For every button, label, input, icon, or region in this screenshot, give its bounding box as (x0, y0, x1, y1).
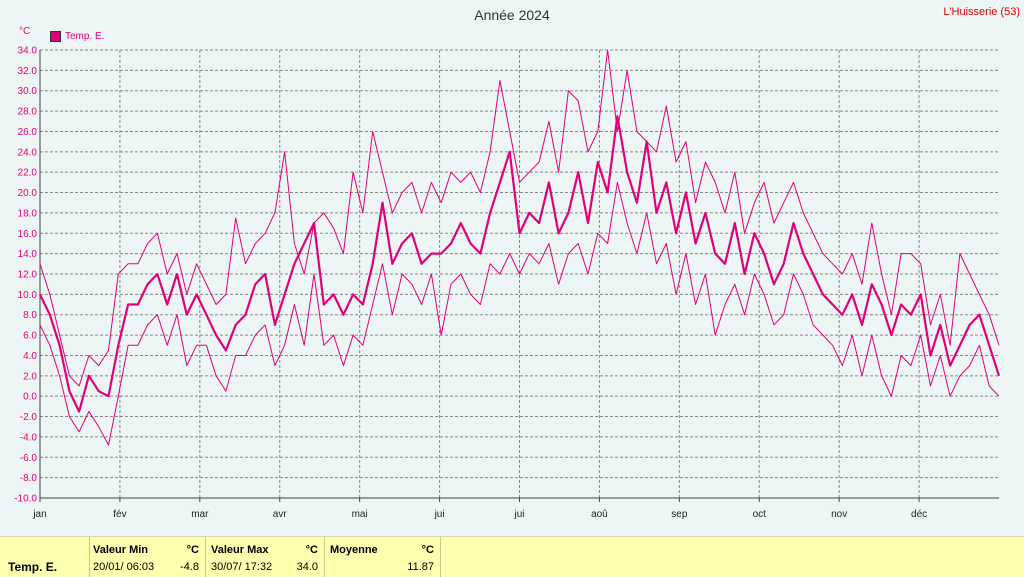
station-name: L'Huisserie (53) (943, 6, 1020, 18)
y-tick-label: 2.0 (23, 371, 37, 382)
x-tick-label: déc (911, 509, 927, 520)
x-tick-label: avr (273, 509, 288, 520)
stats-max-unit: °C (305, 544, 318, 556)
legend-swatch (50, 31, 61, 42)
temperature-chart: -10.0 -8.0 -6.0 -4.0 -2.0 0.0 2.0 4.0 6.0 8.0 10.0… (14, 46, 1001, 520)
stats-min-cell: Valeur Min °C 20/01/ 06:03 -4.8 (90, 537, 206, 577)
y-axis-ticks: -10.0 -8.0 -6.0 -4.0 -2.0 0.0 2.0 4.0 6.0 8.0 10.0… (14, 46, 37, 505)
chart-axes (39, 50, 999, 502)
x-tick-label: sep (671, 509, 688, 520)
y-tick-label: 6.0 (23, 331, 37, 342)
stats-mean-header: Moyenne (330, 544, 378, 556)
y-tick-label: 24.0 (18, 147, 38, 158)
y-tick-label: -2.0 (20, 412, 38, 423)
legend-label: Temp. E. (65, 31, 105, 42)
y-tick-label: 16.0 (18, 229, 38, 240)
x-tick-label: jan (32, 509, 46, 520)
y-tick-label: -8.0 (20, 473, 38, 484)
y-tick-label: 32.0 (18, 66, 38, 77)
y-tick-label: 8.0 (23, 310, 37, 321)
stats-series-cell: Temp. E. (0, 537, 90, 577)
chart-legend: Temp. E. (50, 31, 104, 42)
y-tick-label: 4.0 (23, 351, 37, 362)
y-tick-label: 18.0 (18, 208, 38, 219)
series-mean-line (39, 115, 1001, 413)
stats-max-value: 34.0 (296, 561, 318, 573)
stats-min-unit: °C (186, 544, 199, 556)
y-tick-label: 34.0 (18, 46, 38, 57)
stats-mean-cell: Moyenne °C 11.87 (325, 537, 441, 577)
y-tick-label: -10.0 (14, 494, 37, 505)
series-lines (39, 49, 1001, 446)
x-tick-label: aoû (591, 509, 608, 520)
stats-max-cell: Valeur Max °C 30/07/ 17:32 34.0 (206, 537, 325, 577)
y-tick-label: 22.0 (18, 168, 38, 179)
x-axis-ticks: jan fév mar avr mai jui jui aoû sep oct nov déc (32, 509, 927, 520)
x-tick-label: mar (191, 509, 209, 520)
y-tick-label: -6.0 (20, 453, 38, 464)
chart-title: Année 2024 (474, 7, 550, 23)
series-min-line (39, 181, 1000, 446)
stats-min-value: -4.8 (180, 561, 199, 573)
stats-min-header: Valeur Min (93, 544, 149, 556)
y-tick-label: 26.0 (18, 127, 38, 138)
y-tick-label: 10.0 (18, 290, 38, 301)
y-tick-label: 14.0 (18, 249, 38, 260)
x-tick-label: mai (352, 509, 368, 520)
x-tick-label: oct (753, 509, 767, 520)
y-tick-label: -4.0 (20, 432, 38, 443)
y-axis-unit: °C (19, 26, 31, 37)
stats-panel: Temp. E. Valeur Min °C 20/01/ 06:03 -4.8… (0, 536, 1024, 577)
y-tick-label: 0.0 (23, 392, 37, 403)
x-tick-label: jui (434, 509, 445, 520)
x-tick-label: fév (113, 509, 126, 520)
y-tick-label: 20.0 (18, 188, 38, 199)
stats-mean-unit: °C (421, 544, 434, 556)
x-tick-label: jui (513, 509, 524, 520)
y-tick-label: 28.0 (18, 107, 38, 118)
y-tick-label: 12.0 (18, 270, 38, 281)
stats-series-name: Temp. E. (8, 560, 58, 574)
stats-min-date: 20/01/ 06:03 (93, 561, 155, 573)
series-max-line (39, 49, 1000, 387)
x-tick-label: nov (831, 509, 847, 520)
stats-max-date: 30/07/ 17:32 (211, 561, 273, 573)
y-tick-label: 30.0 (18, 86, 38, 97)
stats-mean-value: 11.87 (407, 561, 434, 573)
stats-max-header: Valeur Max (211, 544, 269, 556)
